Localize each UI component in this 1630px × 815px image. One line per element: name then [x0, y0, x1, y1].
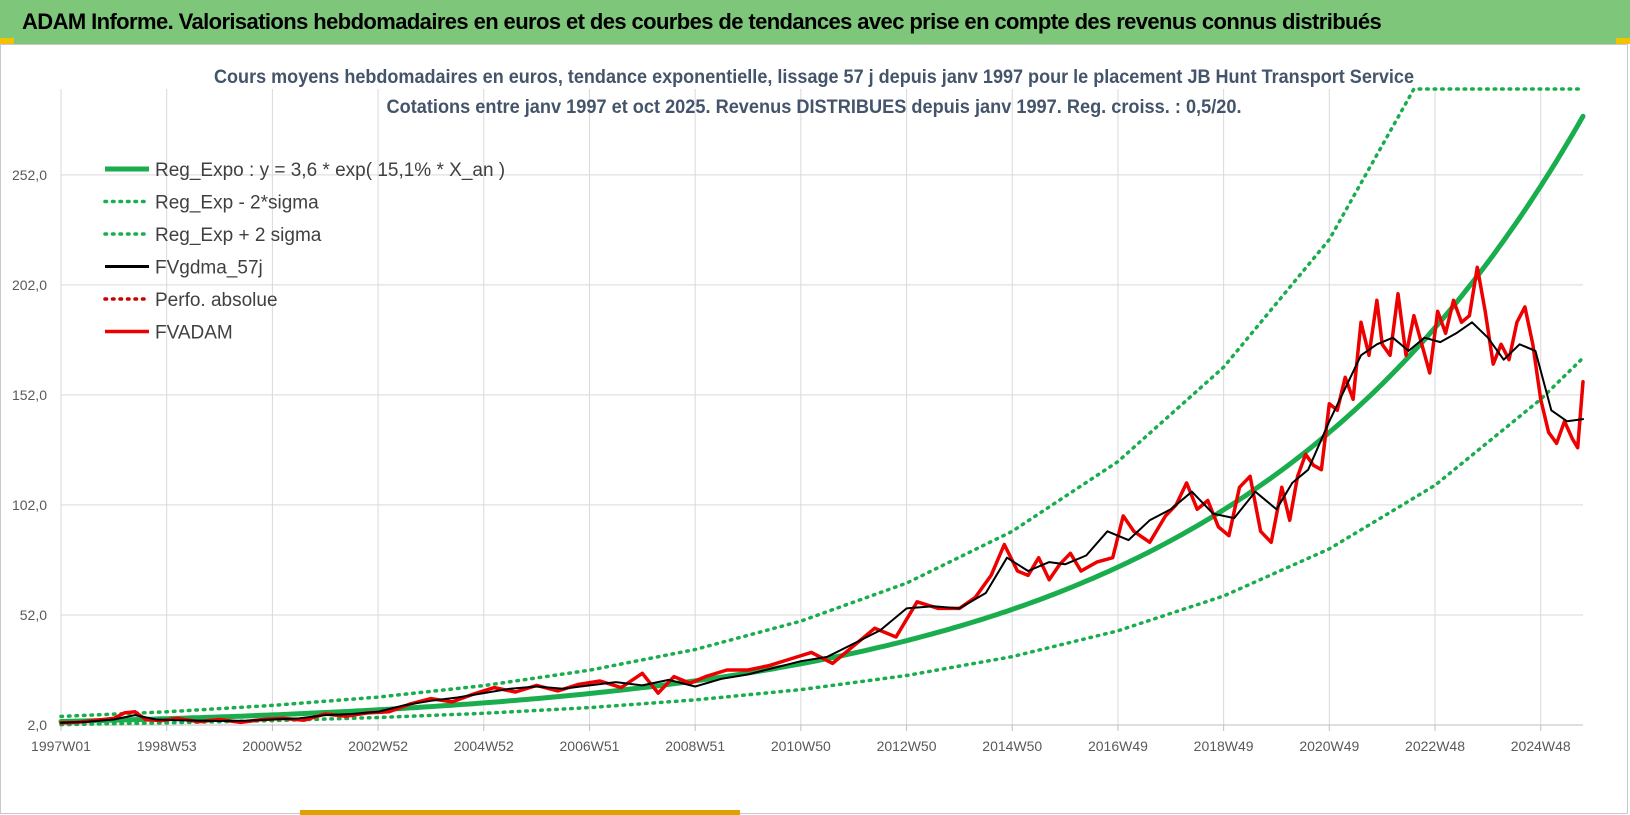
- header-title: ADAM Informe. Valorisations hebdomadaire…: [22, 9, 1382, 34]
- x-tick-label: 2004W52: [454, 738, 514, 754]
- x-tick-label: 1997W01: [31, 738, 91, 754]
- series-line-3: [60, 321, 1584, 724]
- x-tick-label: 2022W48: [1405, 738, 1465, 754]
- legend-label: Perfo. absolue: [155, 290, 278, 311]
- series-line-1: [59, 356, 1585, 727]
- chart-subtitle: Cotations entre janv 1997 et oct 2025. R…: [387, 97, 1242, 118]
- series-line-2: [59, 87, 1585, 719]
- corner-mark-left: [0, 38, 14, 44]
- series-layer: [58, 87, 1586, 727]
- corner-mark-right: [1616, 38, 1630, 44]
- series-line-5: [59, 265, 1585, 725]
- x-tick-label: 2014W50: [982, 738, 1042, 754]
- legend-label: Reg_Exp + 2 sigma: [155, 225, 322, 246]
- y-tick-label: 2,0: [28, 717, 48, 733]
- chart-frame: 2,0 52,0 102,0 152,0 202,0 252,0 1997W01 1998W5…: [0, 44, 1628, 814]
- y-tick-label: 202,0: [12, 277, 47, 293]
- header-bar: ADAM Informe. Valorisations hebdomadaire…: [0, 0, 1630, 44]
- line-chart: 2,0 52,0 102,0 152,0 202,0 252,0 1997W01 1998W5…: [12, 67, 1586, 754]
- x-tick-label: 2006W51: [560, 738, 620, 754]
- legend-label: FVADAM: [155, 323, 233, 344]
- grid-layer: [60, 89, 1583, 726]
- footer-accent: [300, 810, 740, 815]
- y-tick-label: 52,0: [20, 607, 47, 623]
- x-tick-label: 2010W50: [771, 738, 831, 754]
- y-tick-label: 252,0: [12, 167, 47, 183]
- x-tick-label: 2020W49: [1299, 738, 1359, 754]
- x-tick-label: 2018W49: [1194, 738, 1254, 754]
- chart-title: Cours moyens hebdomadaires en euros, ten…: [214, 67, 1414, 88]
- y-tick-label: 152,0: [12, 387, 47, 403]
- x-tick-label: 2016W49: [1088, 738, 1148, 754]
- x-tick-label: 2012W50: [877, 738, 937, 754]
- x-tick-label: 2024W48: [1511, 738, 1571, 754]
- legend-label: Reg_Expo : y = 3,6 * exp( 15,1% * X_an ): [155, 160, 505, 181]
- y-tick-label: 102,0: [12, 497, 47, 513]
- x-tick-label: 2002W52: [348, 738, 408, 754]
- x-tick-label: 1998W53: [137, 738, 197, 754]
- legend-label: Reg_Exp - 2*sigma: [155, 193, 319, 214]
- legend-label: FVgdma_57j: [155, 258, 263, 279]
- x-tick-label: 2000W52: [242, 738, 302, 754]
- chart-legend: Reg_Expo : y = 3,6 * exp( 15,1% * X_an )…: [103, 160, 505, 344]
- x-tick-label: 2008W51: [665, 738, 725, 754]
- axis-layer: 2,0 52,0 102,0 152,0 202,0 252,0 1997W01 1998W5…: [12, 167, 1583, 754]
